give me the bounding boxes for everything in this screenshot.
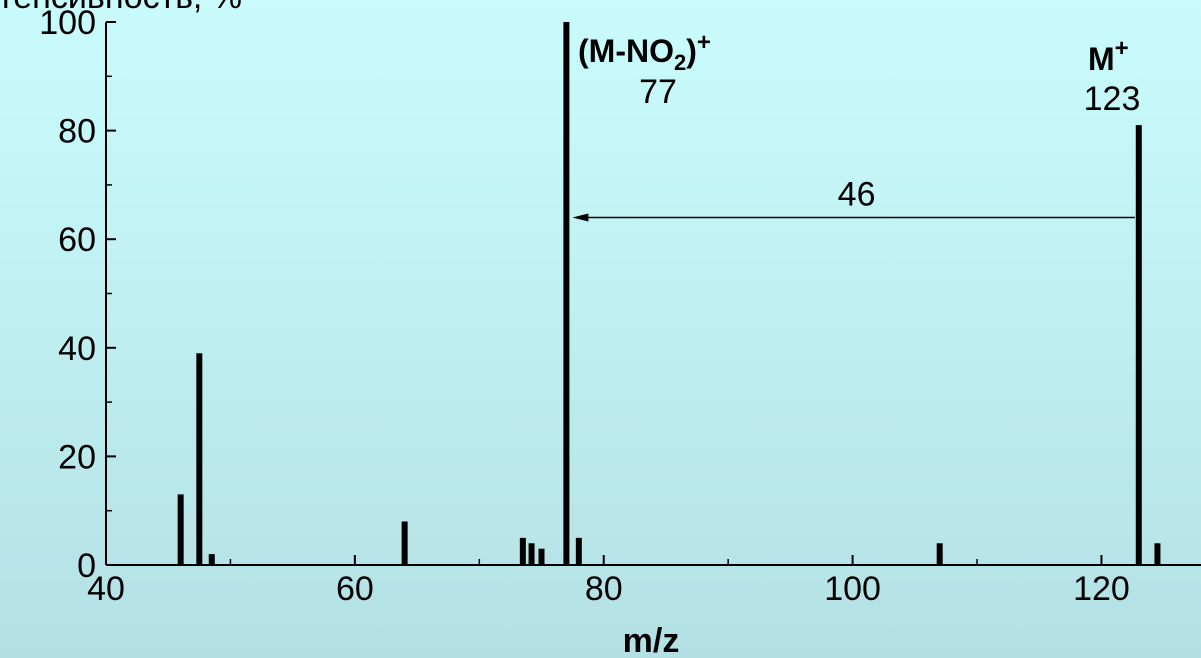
y-tick-label: 100 [39,4,96,42]
x-tick-label: 80 [585,570,623,608]
y-tick-label: 40 [58,330,96,368]
y-tick-label: 60 [58,221,96,259]
fragment-mz-label: 77 [639,73,677,111]
x-tick-label: 100 [824,570,881,608]
fragment-ion-main: (M-NO [578,33,674,69]
y-axis-title: тенсивность, % [0,0,242,16]
peaks [177,22,1161,565]
fragment-ion-superscript: + [697,29,711,56]
molecular-mz-label: 123 [1084,80,1141,118]
molecular-ion-main: M [1088,41,1115,77]
loss-arrow-head [572,213,589,222]
fragment-ion-subscript: 2 [674,50,686,75]
x-tick-label: 120 [1073,570,1130,608]
x-tick-label: 40 [87,570,125,608]
neutral-loss-arrow [572,213,1135,222]
fragment-ion-close: ) [686,33,697,69]
y-ticks: 0 20 40 60 80 100 [39,4,116,585]
molecular-ion-label: M+ [1088,35,1129,77]
x-ticks: 40 60 80 100 120 [87,555,1130,608]
x-axis-title: m/z [623,622,680,658]
loss-label: 46 [838,175,876,213]
y-tick-label: 0 [77,547,96,585]
molecular-ion-superscript: + [1115,35,1129,62]
y-tick-label: 20 [58,438,96,476]
y-tick-label: 80 [58,113,96,151]
fragment-ion-label: (M-NO2)+ [578,29,711,75]
x-tick-label: 60 [336,570,374,608]
